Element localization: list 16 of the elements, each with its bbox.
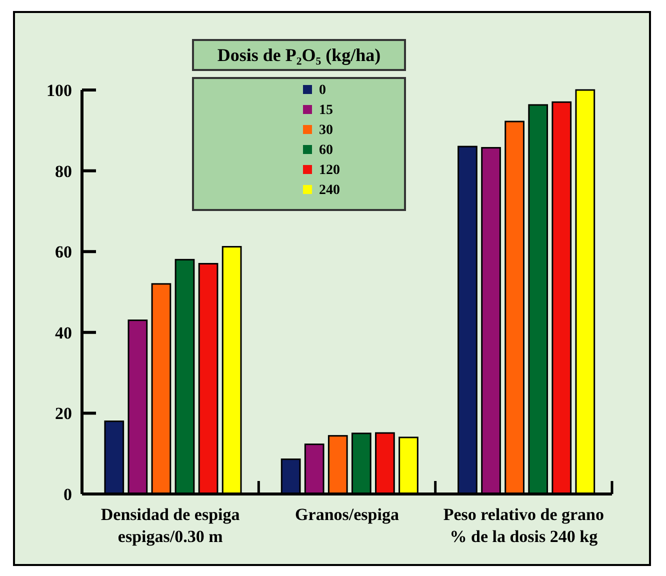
legend-label: 120: [319, 163, 340, 178]
y-tick-label: 40: [55, 323, 72, 342]
y-tick-label: 100: [46, 80, 72, 100]
x-tick-label: Peso relativo de grano % de la dosis 240 kg: [443, 505, 604, 546]
legend-title: Dosis de P₂O₅ (kg/ha): [217, 45, 381, 65]
x-tick-label: Granos/espiga: [295, 505, 400, 524]
legend-label: 30: [319, 123, 333, 138]
x-tick-label: Densidad de espiga espigas/0.30 m: [100, 505, 240, 546]
y-tick-label: 0: [64, 484, 72, 504]
y-tick-label: 20: [55, 404, 72, 424]
y-tick-label: 80: [55, 162, 72, 181]
legend-label: 15: [319, 103, 333, 118]
legend-label: 0: [319, 83, 326, 98]
legend-label: 240: [319, 183, 340, 198]
legend-label: 60: [319, 143, 333, 158]
y-tick-label: 60: [55, 242, 72, 262]
